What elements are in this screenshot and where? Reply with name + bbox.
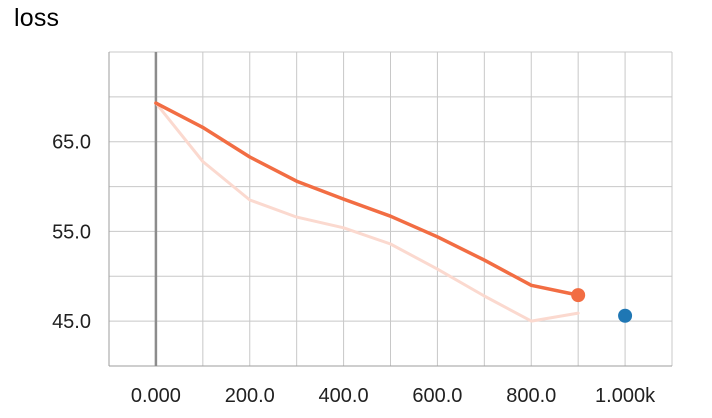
x-tick-label: 200.0	[225, 385, 275, 407]
y-tick-label: 45.0	[52, 311, 91, 333]
raw-loss-line	[154, 101, 580, 323]
x-tick-label: 0.000	[131, 385, 181, 407]
blue-point-marker	[618, 308, 633, 323]
x-tick-label: 1.000k	[595, 385, 656, 407]
series-layer	[154, 101, 633, 323]
tick-labels: 45.0 55.0 65.0 0.000 200.0 400.0 600.0 800.0 1.0…	[52, 132, 656, 407]
y-tick-label: 65.0	[52, 132, 91, 154]
grid-lines	[108, 51, 673, 367]
x-tick-label: 400.0	[319, 385, 369, 407]
smoothed-end-marker	[571, 288, 586, 303]
smoothed-loss-line	[154, 101, 580, 297]
x-tick-label: 600.0	[412, 385, 462, 407]
y-tick-label: 55.0	[52, 221, 91, 243]
x-tick-label: 800.0	[506, 385, 556, 407]
chart-title: loss	[14, 4, 60, 32]
